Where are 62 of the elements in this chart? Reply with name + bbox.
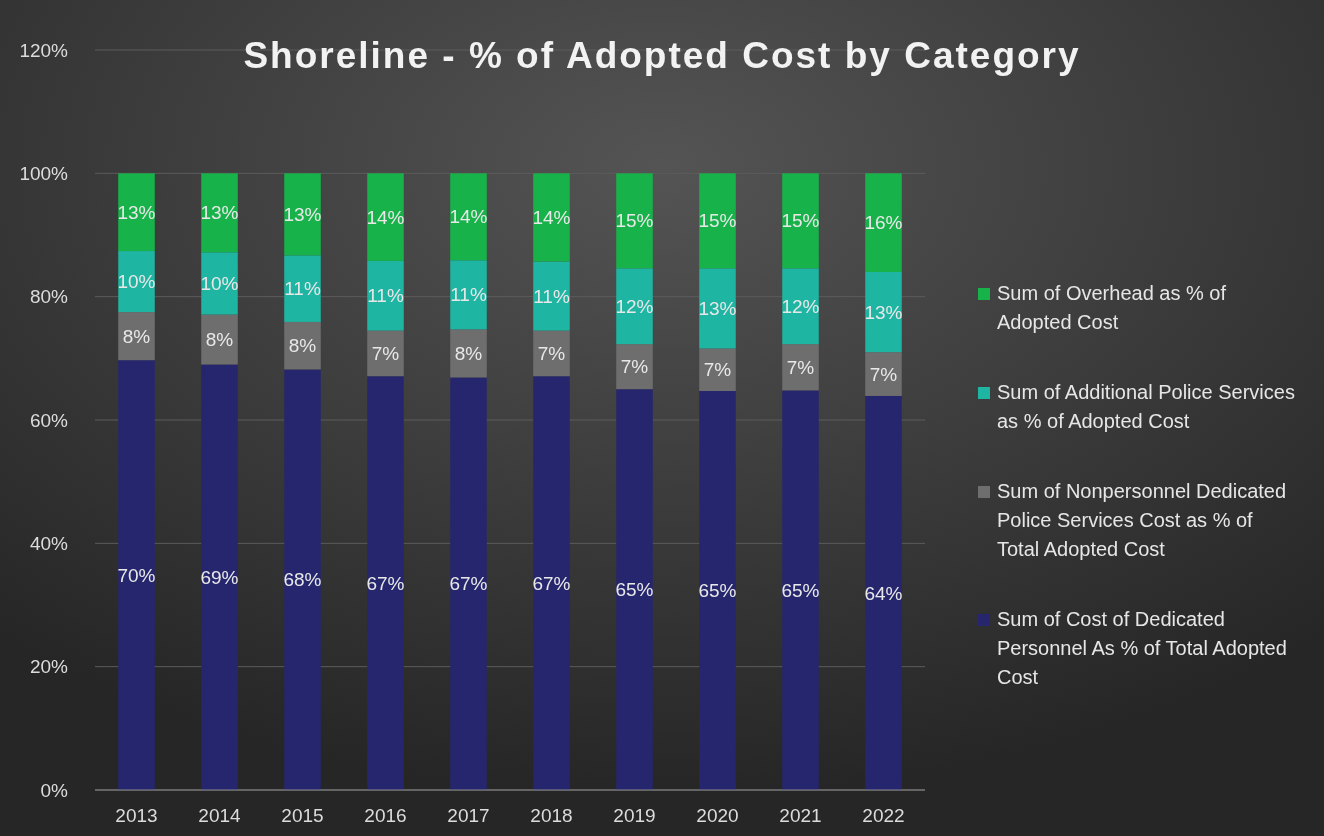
data-label: 15% [698, 210, 737, 232]
data-label: 8% [205, 329, 234, 351]
data-label: 64% [864, 582, 903, 604]
legend-label: Sum of Overhead as % of Adopted Cost [997, 282, 1227, 333]
x-tick-label: 2020 [696, 805, 739, 826]
data-label: 14% [449, 206, 488, 228]
y-tick-label: 0% [40, 779, 69, 801]
x-tick-label: 2014 [198, 805, 242, 826]
legend-label: Sum of Nonpersonnel Dedicated Police Services Cost as % of Total Adopted Cost [997, 480, 1287, 560]
data-label: 13% [698, 298, 737, 320]
data-label: 13% [117, 201, 156, 223]
data-label: 13% [864, 301, 903, 323]
data-label: 7% [869, 363, 898, 385]
data-label: 12% [781, 295, 820, 317]
data-label: 16% [864, 212, 903, 234]
data-label: 15% [615, 210, 654, 232]
data-label: 69% [200, 566, 239, 588]
x-tick-label: 2017 [447, 805, 490, 826]
y-tick-label: 20% [29, 656, 69, 678]
x-tick-label: 2019 [613, 805, 656, 826]
data-label: 11% [284, 278, 321, 300]
legend-label: Sum of Additional Police Services as % of Adopted Cost [997, 381, 1295, 432]
data-label: 7% [703, 359, 732, 381]
data-label: 12% [615, 295, 654, 317]
x-tick-label: 2015 [281, 805, 324, 826]
data-label: 67% [449, 573, 488, 595]
x-tick-label: 2016 [364, 805, 407, 826]
y-tick-label: 60% [29, 409, 69, 431]
data-label: 10% [200, 273, 239, 295]
data-label: 65% [781, 579, 820, 601]
data-label: 67% [366, 572, 405, 594]
data-label: 8% [454, 343, 483, 365]
data-label: 13% [283, 203, 322, 225]
data-label: 7% [537, 343, 566, 365]
y-tick-label: 100% [19, 162, 69, 184]
data-label: 14% [366, 206, 405, 228]
data-label: 13% [200, 202, 239, 224]
data-label: 68% [283, 569, 322, 591]
data-label: 11% [533, 285, 570, 307]
data-label: 14% [532, 207, 571, 229]
data-label: 70% [117, 564, 156, 586]
data-label: 7% [786, 356, 815, 378]
data-label: 67% [532, 572, 571, 594]
data-label: 65% [698, 580, 737, 602]
chart-title: Shoreline - % of Adopted Cost by Category [243, 35, 1081, 76]
data-label: 11% [367, 285, 404, 307]
legend-label: Sum of Cost of Dedicated Personnel As % of Total Adopted Cost [997, 608, 1287, 688]
x-tick-label: 2021 [779, 805, 822, 826]
x-tick-label: 2013 [115, 805, 158, 826]
y-tick-label: 80% [29, 286, 69, 308]
y-tick-label: 40% [29, 532, 69, 554]
y-tick-label: 120% [19, 39, 69, 61]
x-tick-label: 2022 [862, 805, 905, 826]
data-label: 10% [117, 271, 156, 293]
data-label: 15% [781, 210, 820, 232]
data-label: 8% [122, 325, 151, 347]
data-label: 65% [615, 579, 654, 601]
data-label: 7% [371, 343, 400, 365]
data-label: 7% [620, 356, 649, 378]
data-label: 8% [288, 335, 317, 357]
data-label: 11% [450, 284, 487, 306]
x-tick-label: 2018 [530, 805, 573, 826]
